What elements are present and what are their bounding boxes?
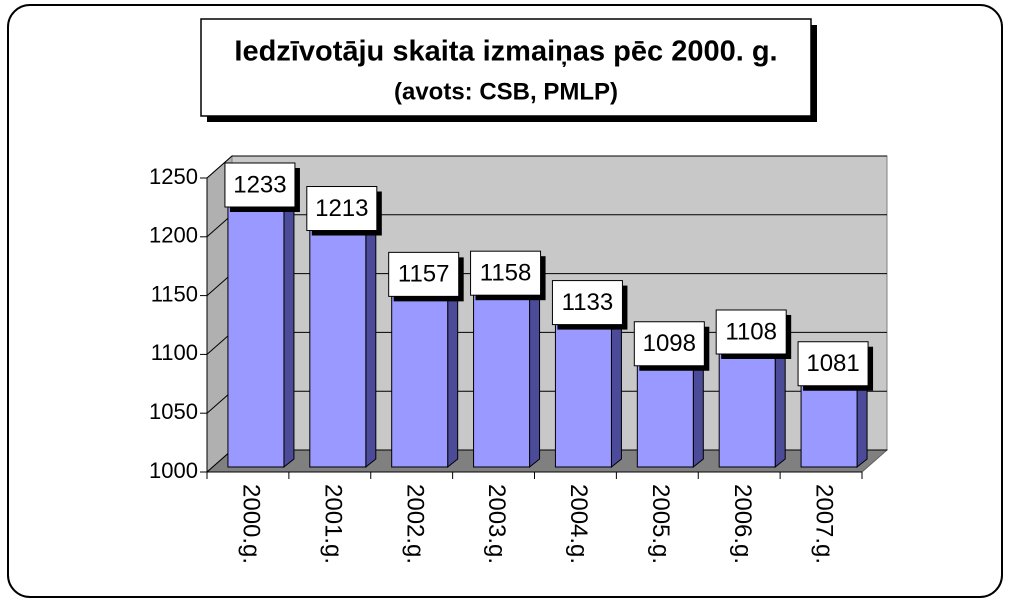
title-box [200,18,812,117]
value-label-box [797,341,869,387]
value-label: 1133 [562,289,614,316]
x-tick-label: 2003.g. [483,484,510,564]
value-label-box [224,162,296,208]
y-tick-label: 1000 [149,458,198,483]
value-label: 1233 [233,171,286,198]
plot-area: 1000 1050 1100 1150 1200 1250 1233 2000.g. 1213 2… [149,154,889,564]
value-label: 1098 [643,330,696,357]
bar [227,192,285,468]
value-label-box [388,251,460,297]
x-tick-label: 2002.g. [401,484,428,564]
bar-side [283,183,295,469]
chart-title: Iedzīvotāju skaita izmaiņas pēc 2000. g. [234,36,777,68]
value-label-box [551,280,623,326]
value-label: 1158 [480,260,532,287]
value-label: 1081 [806,350,859,377]
chart-subtitle: (avots: CSB, PMLP) [394,78,618,105]
bar [391,281,449,468]
y-tick-label: 1200 [149,223,198,248]
bar-side [365,207,377,469]
x-tick-label: 2006.g. [729,484,756,564]
bar [473,280,531,468]
x-tick-label: 2007.g. [811,484,838,564]
grid-line [206,155,887,179]
bar-side [529,272,541,469]
x-tick-label: 2004.g. [565,484,592,564]
x-tick-label: 2000.g. [238,484,265,564]
y-tick-label: 1050 [149,399,198,424]
x-tick-label: 2001.g. [319,484,346,564]
bar [554,310,612,468]
x-tick-label: 2005.g. [647,484,674,564]
value-label-box [470,250,542,296]
value-label-box [306,186,378,232]
value-label-box [633,321,705,367]
bar-side [447,273,459,469]
y-tick-label: 1150 [151,281,198,306]
value-label: 1157 [398,261,450,288]
value-label: 1108 [725,318,777,345]
bar [718,339,776,468]
value-label-box [715,309,787,355]
value-label: 1213 [315,195,368,222]
y-tick-label: 1250 [149,164,198,189]
y-tick-label: 1100 [151,340,198,365]
bar [636,351,694,468]
bar [309,216,367,468]
